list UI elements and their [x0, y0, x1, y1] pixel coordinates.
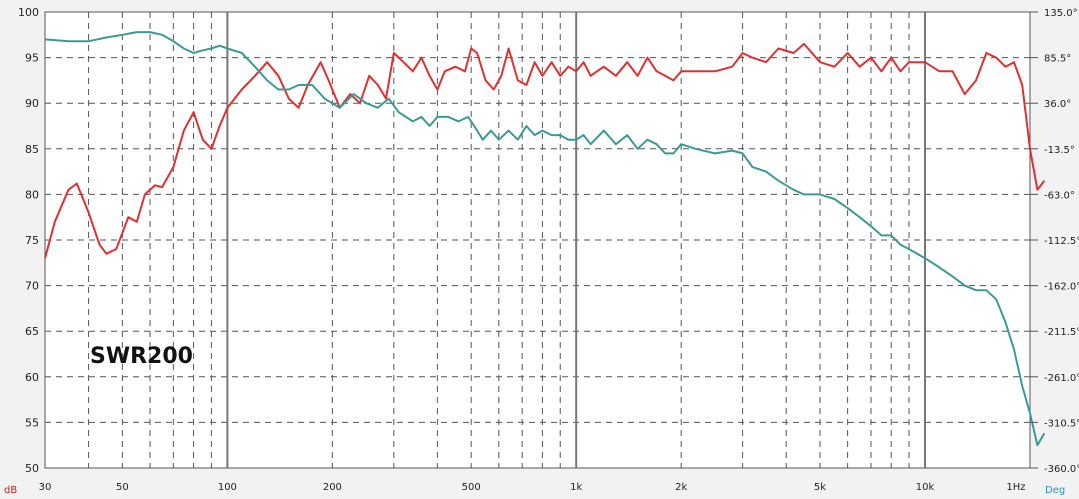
- x-tick-label: 1k: [570, 482, 582, 493]
- x-tick-label: 50: [116, 482, 129, 493]
- x-tick-label: 200: [323, 482, 342, 493]
- y-left-tick-label: 60: [25, 371, 39, 384]
- x-tick-label: 500: [462, 482, 481, 493]
- y-left-tick-label: 55: [25, 416, 39, 429]
- y-left-tick-label: 90: [25, 97, 39, 110]
- left-axis-unit: dB: [4, 485, 17, 495]
- y-right-tick-label: -13.5°: [1044, 145, 1075, 156]
- x-tick-label: 5k: [814, 482, 826, 493]
- y-left-tick-label: 100: [18, 6, 39, 19]
- axes: 50 55 60 65 70 75 80 85 90 95 100 -360.0° -310.5° -26…: [18, 6, 1079, 493]
- x-tick-label: 2k: [675, 482, 687, 493]
- y-right-tick-label: -112.5°: [1044, 236, 1079, 247]
- y-right-tick-label: -310.5°: [1044, 418, 1079, 429]
- y-left-tick-label: 70: [25, 280, 39, 293]
- y-right-tick-label: -360.0°: [1044, 464, 1079, 475]
- x-tick-label: 1Hz: [1006, 482, 1025, 493]
- series-line-2: [44, 31, 1046, 447]
- y-right-tick-label: -211.5°: [1044, 327, 1079, 338]
- y-right-tick-label: -261.0°: [1044, 373, 1079, 384]
- y-left-tick-label: 85: [25, 143, 39, 156]
- chart-title: SWR200: [90, 344, 193, 369]
- y-left-tick-label: 80: [25, 188, 39, 201]
- y-left-tick-label: 75: [25, 234, 39, 247]
- series-line-1: [44, 42, 1046, 259]
- right-axis-unit: Deg: [1045, 485, 1065, 495]
- y-right-tick-label: 85.5°: [1044, 54, 1071, 65]
- y-left-tick-label: 65: [25, 325, 39, 338]
- x-tick-label: 100: [218, 482, 237, 493]
- y-right-tick-label: 135.0°: [1044, 8, 1078, 19]
- y-right-tick-label: 36.0°: [1044, 99, 1071, 110]
- y-right-tick-label: -63.0°: [1044, 190, 1075, 201]
- series-layer: [44, 31, 1046, 447]
- plot-background: [44, 11, 1031, 469]
- y-left-tick-label: 95: [25, 52, 39, 65]
- y-right-tick-label: -162.0°: [1044, 282, 1079, 293]
- y-left-tick-label: 50: [25, 462, 39, 475]
- x-tick-label: 10k: [916, 482, 935, 493]
- x-tick-label: 30: [39, 482, 52, 493]
- grid: [45, 12, 1030, 468]
